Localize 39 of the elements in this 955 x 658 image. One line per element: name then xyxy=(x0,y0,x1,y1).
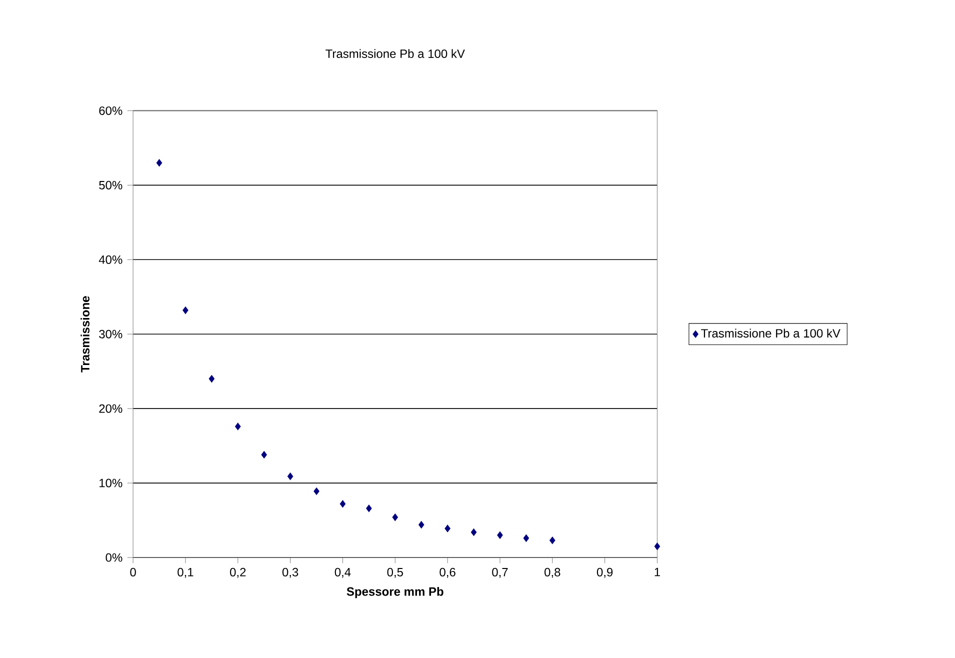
point xyxy=(550,536,556,544)
point xyxy=(418,521,424,529)
x-tick-label: 0,1 xyxy=(178,568,194,578)
chart-title: Trasmissione Pb a 100 kV xyxy=(326,49,465,58)
point xyxy=(314,488,320,496)
x-tick-label: 0,2 xyxy=(230,568,246,578)
x-tick-label: 0,7 xyxy=(492,568,508,578)
point xyxy=(366,504,372,512)
y-tick-label: 0% xyxy=(106,553,122,562)
x-tick-label: 0,9 xyxy=(596,568,613,578)
y-axis-title: Trasmissione xyxy=(80,296,90,373)
point xyxy=(156,159,162,167)
y-tick-label: 40% xyxy=(98,256,122,264)
x-axis-title: Spessore mm Pb xyxy=(346,587,444,598)
point xyxy=(654,542,660,550)
y-tick-label: 20% xyxy=(99,404,122,414)
y-tick-label: 30% xyxy=(99,330,122,339)
point xyxy=(235,422,241,430)
x-tick-label: 0,6 xyxy=(440,568,456,578)
legend-label: Trasmissione Pb a 100 kV xyxy=(701,328,840,338)
x-tick-label: 0 xyxy=(130,568,136,577)
x-tick-label: 0,4 xyxy=(334,568,351,578)
x-tick-label: 0,8 xyxy=(544,568,560,578)
point xyxy=(261,451,267,459)
y-tick-label: 60% xyxy=(99,106,122,116)
x-tick-label: 1 xyxy=(654,568,660,576)
x-tick-label: 0,5 xyxy=(387,568,403,578)
point xyxy=(497,532,503,540)
point xyxy=(470,528,477,536)
point xyxy=(340,500,346,508)
point xyxy=(182,306,188,314)
y-tick-label: 50% xyxy=(99,181,122,190)
point xyxy=(444,524,450,532)
point xyxy=(523,534,530,542)
point xyxy=(208,375,215,383)
y-tick-label: 10% xyxy=(100,479,122,488)
point xyxy=(392,514,398,522)
x-tick-label: 0,3 xyxy=(282,568,298,578)
point xyxy=(287,472,294,480)
